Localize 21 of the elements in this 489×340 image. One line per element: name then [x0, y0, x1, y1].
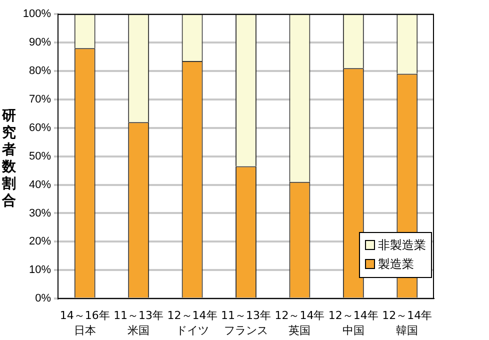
y-tick-label: 0%	[35, 292, 52, 305]
x-tick-label: 12～14年韓国	[381, 308, 434, 338]
y-tick-label: 100%	[22, 8, 52, 20]
y-tick-label: 70%	[28, 93, 52, 106]
x-tick-label: 14～16年日本	[58, 308, 111, 338]
y-tick-label: 60%	[28, 122, 52, 134]
x-tick-label: 12～14年ドイツ	[166, 308, 218, 338]
x-tick-label: 12～14年中国	[327, 308, 380, 338]
y-tick-label: 80%	[28, 64, 52, 77]
x-tick-label: 11～13年米国	[112, 308, 165, 338]
x-tick-label: 12～14年英国	[274, 308, 326, 338]
y-axis-title: 研究者数割合	[2, 108, 16, 210]
y-tick-label: 50%	[28, 150, 52, 162]
y-tick-label: 40%	[28, 178, 52, 191]
y-tick-label: 30%	[28, 207, 52, 220]
y-tick-label: 20%	[28, 236, 52, 248]
y-tick-label: 90%	[28, 36, 52, 48]
legend-label: 非製造業	[377, 236, 426, 254]
x-tick-label: 11～13年フランス	[220, 308, 272, 338]
legend-label: 製造業	[377, 256, 415, 273]
y-tick-label: 10%	[28, 264, 52, 276]
